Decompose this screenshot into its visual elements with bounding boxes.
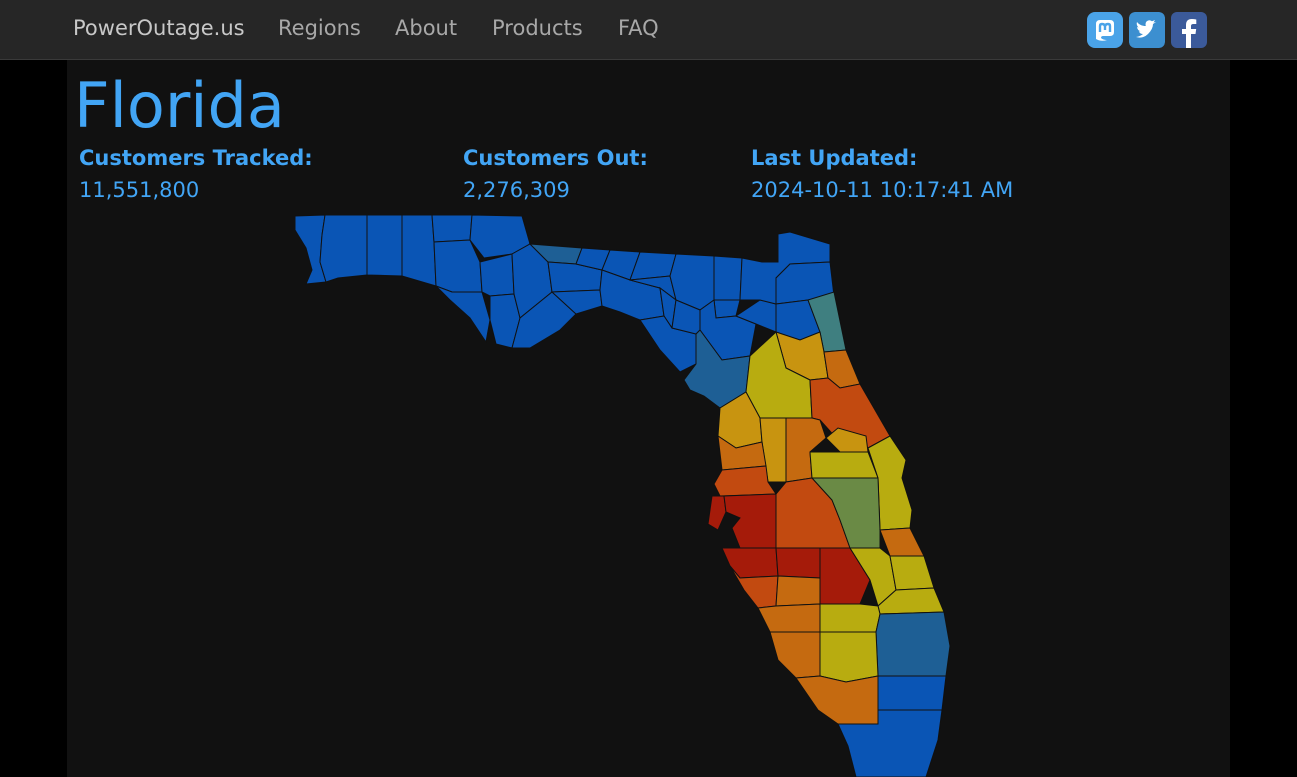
county-santa-rosa[interactable] [319,214,368,283]
facebook-icon[interactable] [1171,12,1207,48]
county-hernando[interactable] [717,434,767,471]
nav-products[interactable]: Products [492,16,583,40]
customers-tracked-label: Customers Tracked: [79,146,313,170]
county-palm-beach[interactable] [875,611,951,677]
top-navbar: PowerOutage.us Regions About Products FA… [0,0,1297,60]
county-miami-dade[interactable] [837,709,943,777]
last-updated-label: Last Updated: [751,146,918,170]
county-bay[interactable] [435,285,491,344]
customers-tracked-value: 11,551,800 [79,178,200,202]
county-hardee[interactable] [775,547,821,579]
county-indian-river[interactable] [879,527,925,557]
main-panel [67,60,1230,777]
customers-out-label: Customers Out: [463,146,648,170]
brand-link[interactable]: PowerOutage.us [73,16,245,40]
county-orange[interactable] [809,451,879,479]
county-hillsborough[interactable] [723,493,777,549]
county-manatee[interactable] [721,547,779,579]
nav-about[interactable]: About [395,16,458,40]
county-holmes[interactable] [431,214,473,243]
county-lee[interactable] [769,631,821,679]
county-charlotte[interactable] [757,603,821,633]
county-seminole[interactable] [825,427,869,453]
county-hendry[interactable] [819,631,879,683]
nav-regions[interactable]: Regions [278,16,361,40]
county-pasco[interactable] [713,465,777,497]
nav-faq[interactable]: FAQ [618,16,659,40]
customers-out-value: 2,276,309 [463,178,570,202]
county-washington[interactable] [433,239,483,293]
county-okaloosa[interactable] [366,214,403,277]
county-walton[interactable] [401,214,437,287]
last-updated-value: 2024-10-11 10:17:41 AM [751,178,1014,202]
county-desoto[interactable] [775,575,821,607]
county-baker[interactable] [713,255,743,301]
county-collier[interactable] [795,675,879,725]
county-glades[interactable] [819,603,881,633]
county-pinellas[interactable] [707,495,727,531]
county-union[interactable] [713,299,741,319]
page-title: Florida [74,69,285,142]
twitter-icon[interactable] [1129,12,1165,48]
county-st-lucie[interactable] [889,555,935,591]
county-calhoun[interactable] [479,253,515,297]
county-broward[interactable] [877,675,947,711]
mastodon-icon[interactable] [1087,12,1123,48]
